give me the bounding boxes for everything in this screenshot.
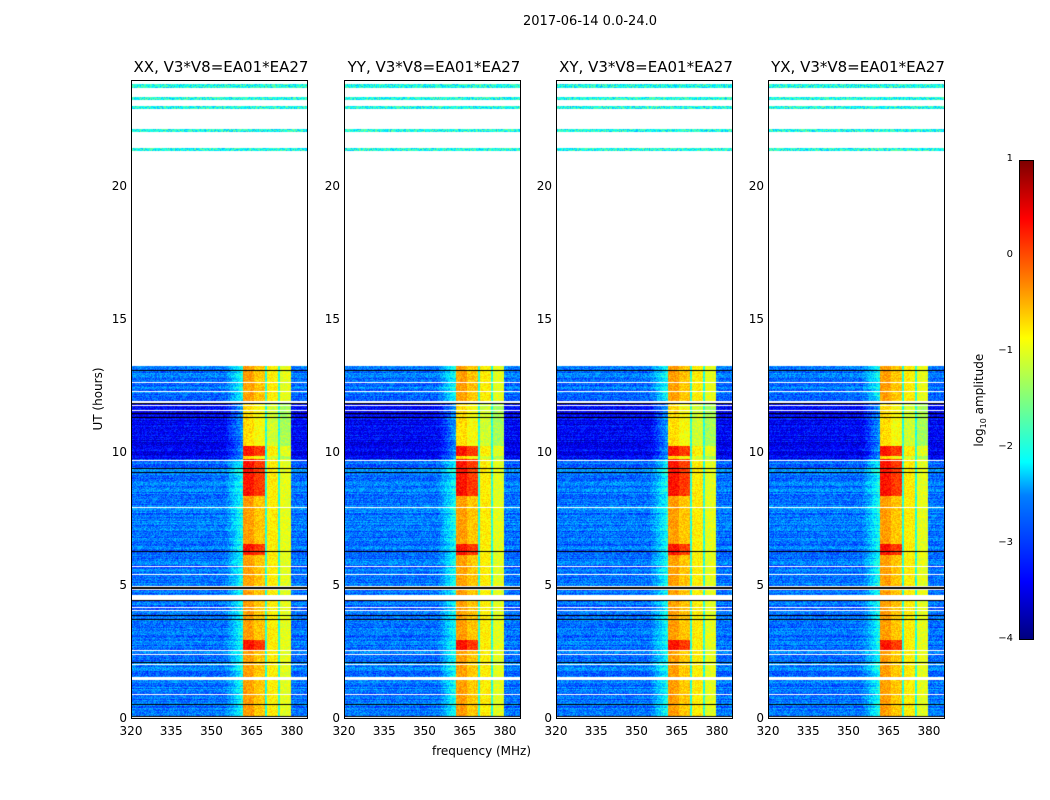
colorbar-tick-label: −1 — [998, 345, 1013, 356]
panel-title: XX, V3*V8=EA01*EA27 — [133, 58, 309, 76]
x-tick-label: 320 — [756, 724, 780, 738]
y-tick-label: 15 — [748, 311, 764, 326]
y-tick-label: 5 — [756, 577, 764, 592]
colorbar-tick-label: −2 — [998, 441, 1013, 452]
x-tick-label: 350 — [625, 724, 648, 738]
y-tick-label: 10 — [324, 444, 340, 459]
y-axis-label: UT (hours) — [91, 367, 105, 431]
colorbar-tick-label: 1 — [1006, 153, 1013, 164]
x-tick-label: 335 — [584, 724, 608, 738]
heatmap-image — [769, 81, 944, 718]
y-tick-label: 20 — [748, 178, 764, 193]
x-tick-label: 320 — [332, 724, 356, 738]
x-tick-label: 335 — [372, 724, 396, 738]
y-tick-label: 15 — [536, 311, 552, 326]
y-tick-label: 20 — [324, 178, 340, 193]
waterfall-panel — [131, 80, 308, 719]
x-tick-label: 350 — [200, 724, 223, 738]
x-tick-label: 380 — [280, 724, 304, 738]
panel-title: YY, V3*V8=EA01*EA27 — [347, 58, 521, 76]
x-tick-label: 335 — [796, 724, 820, 738]
waterfall-panel — [556, 80, 733, 719]
x-tick-label: 320 — [119, 724, 143, 738]
x-tick-label: 350 — [413, 724, 436, 738]
waterfall-panel — [344, 80, 521, 719]
x-tick-label: 380 — [705, 724, 729, 738]
y-tick-label: 10 — [748, 444, 764, 459]
y-tick-label: 0 — [756, 711, 764, 725]
colorbar-tick-label: −3 — [998, 537, 1013, 548]
y-tick-label: 0 — [119, 711, 127, 725]
heatmap-image — [345, 81, 520, 718]
colorbar — [1019, 160, 1034, 640]
waterfall-panel — [768, 80, 945, 719]
panel-title: YX, V3*V8=EA01*EA27 — [771, 58, 945, 76]
y-tick-label: 0 — [332, 711, 340, 725]
x-tick-label: 320 — [544, 724, 568, 738]
colorbar-tick-label: −4 — [998, 633, 1013, 644]
y-tick-label: 15 — [111, 311, 127, 326]
y-tick-label: 15 — [324, 311, 340, 326]
panel-title: XY, V3*V8=EA01*EA27 — [559, 58, 733, 76]
x-tick-label: 365 — [453, 724, 477, 738]
x-tick-label: 380 — [493, 724, 517, 738]
x-tick-label: 380 — [917, 724, 941, 738]
y-tick-label: 5 — [332, 577, 340, 592]
figure-title: 2017-06-14 0.0-24.0 — [523, 14, 657, 29]
y-tick-label: 20 — [111, 178, 127, 193]
x-axis-label: frequency (MHz) — [432, 744, 532, 758]
y-tick-label: 10 — [111, 444, 127, 459]
y-tick-label: 5 — [119, 577, 127, 592]
x-tick-label: 335 — [159, 724, 183, 738]
x-tick-label: 350 — [837, 724, 860, 738]
x-tick-label: 365 — [240, 724, 264, 738]
y-tick-label: 5 — [544, 577, 552, 592]
y-tick-label: 10 — [536, 444, 552, 459]
y-tick-label: 0 — [544, 711, 552, 725]
colorbar-label: log10 amplitude — [971, 353, 989, 447]
colorbar-tick-label: 0 — [1006, 249, 1013, 260]
x-tick-label: 365 — [877, 724, 901, 738]
y-tick-label: 20 — [536, 178, 552, 193]
heatmap-image — [132, 81, 307, 718]
x-tick-label: 365 — [665, 724, 689, 738]
heatmap-image — [557, 81, 732, 718]
